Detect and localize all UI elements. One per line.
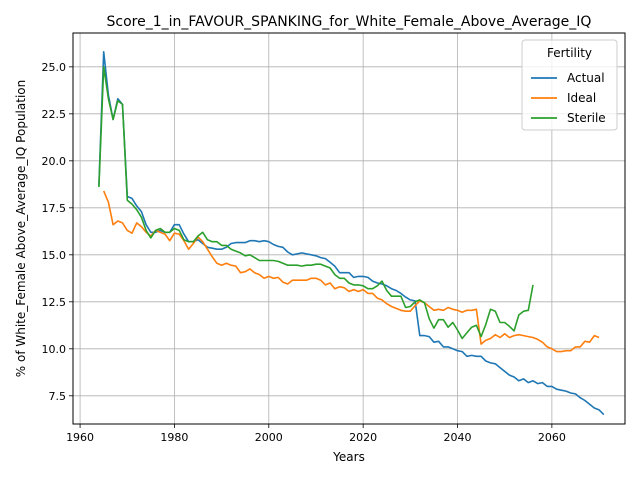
legend-box <box>521 39 618 131</box>
x-tick-label: 1980 <box>160 431 188 444</box>
y-axis-label: % of White_Female Above_Average_IQ Popul… <box>14 80 28 377</box>
chart-title: Score_1_in_FAVOUR_SPANKING_for_White_Fem… <box>107 14 592 30</box>
x-tick-label: 2060 <box>538 431 566 444</box>
axis-ticks: 1960 1980 2000 2020 2040 2060 7.5 10.0 12.5 15.0 1… <box>42 61 566 444</box>
y-tick-label: 22.5 <box>42 108 67 121</box>
y-tick-label: 17.5 <box>42 202 67 215</box>
x-tick-label: 2040 <box>444 431 472 444</box>
series-line-actual <box>98 51 605 416</box>
legend: Fertility Actual Ideal Sterile <box>521 39 618 131</box>
series-lines <box>98 51 605 416</box>
legend-label-actual: Actual <box>567 71 605 85</box>
legend-label-sterile: Sterile <box>567 111 606 125</box>
legend-items: Actual Ideal Sterile <box>531 71 606 125</box>
x-axis-label: Years <box>332 450 365 464</box>
series-line-sterile <box>98 66 534 340</box>
y-tick-label: 25.0 <box>42 61 67 74</box>
x-tick-label: 1960 <box>66 431 94 444</box>
plot-frame <box>72 32 626 425</box>
y-tick-label: 15.0 <box>42 249 67 262</box>
y-tick-label: 20.0 <box>42 155 67 168</box>
y-tick-label: 10.0 <box>42 343 67 356</box>
y-tick-label: 7.5 <box>49 390 67 403</box>
x-tick-label: 2020 <box>349 431 377 444</box>
grid <box>73 33 625 424</box>
legend-label-ideal: Ideal <box>567 91 596 105</box>
y-tick-label: 12.5 <box>42 296 67 309</box>
x-tick-label: 2000 <box>255 431 283 444</box>
series-line-ideal <box>102 190 600 353</box>
legend-title: Fertility <box>547 46 592 60</box>
